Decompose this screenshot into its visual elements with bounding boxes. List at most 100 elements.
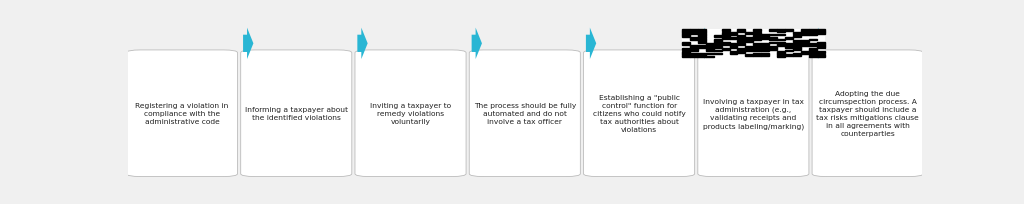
Bar <box>737 43 745 45</box>
Bar <box>769 29 777 31</box>
Text: Inviting a taxpayer to
remedy violations
voluntarily: Inviting a taxpayer to remedy violations… <box>370 103 452 125</box>
Bar <box>745 47 754 48</box>
Bar <box>754 48 761 50</box>
Bar <box>801 40 809 42</box>
Bar <box>682 48 690 50</box>
Bar <box>809 39 817 40</box>
Bar <box>809 34 817 35</box>
Bar <box>761 37 769 39</box>
Bar <box>761 35 769 37</box>
Bar <box>690 48 697 50</box>
Bar <box>690 50 697 51</box>
Bar <box>697 40 706 42</box>
Bar <box>793 35 801 37</box>
Bar <box>777 42 785 43</box>
Bar <box>754 37 761 39</box>
Bar <box>714 35 722 37</box>
Bar <box>801 31 809 32</box>
Bar <box>761 53 769 54</box>
Bar <box>817 47 824 48</box>
FancyBboxPatch shape <box>126 50 238 176</box>
FancyBboxPatch shape <box>697 50 809 176</box>
Bar <box>754 53 761 54</box>
Bar <box>714 43 722 45</box>
Bar <box>697 47 706 48</box>
Bar <box>809 45 817 47</box>
Bar <box>777 51 785 53</box>
Bar <box>682 34 690 35</box>
Bar <box>809 54 817 56</box>
Bar <box>817 51 824 53</box>
Bar <box>793 47 801 48</box>
Bar <box>817 45 824 47</box>
Bar <box>722 37 729 39</box>
Bar <box>809 50 817 51</box>
Bar <box>777 54 785 56</box>
Bar <box>722 34 729 35</box>
Bar <box>690 31 697 32</box>
Bar <box>706 50 714 51</box>
Text: Involving a taxpayer in tax
administration (e.g.,
validating receipts and
produc: Involving a taxpayer in tax administrati… <box>702 99 804 130</box>
Bar <box>769 37 777 39</box>
Bar <box>697 29 706 31</box>
Bar <box>817 43 824 45</box>
Bar <box>745 37 754 39</box>
Bar <box>697 42 706 43</box>
Bar <box>754 47 761 48</box>
Bar <box>682 32 690 34</box>
Polygon shape <box>586 28 596 59</box>
Bar <box>777 31 785 32</box>
Bar <box>809 29 817 31</box>
Bar <box>761 47 769 48</box>
Polygon shape <box>700 28 711 59</box>
FancyBboxPatch shape <box>469 50 581 176</box>
Bar <box>737 35 745 37</box>
Text: Informing a taxpayer about
the identified violations: Informing a taxpayer about the identifie… <box>245 107 348 121</box>
Bar <box>754 54 761 56</box>
Bar <box>785 29 793 31</box>
Bar <box>737 37 745 39</box>
Bar <box>801 45 809 47</box>
Text: Registering a violation in
compliance with the
administrative code: Registering a violation in compliance wi… <box>135 103 228 125</box>
Bar <box>793 45 801 47</box>
Bar <box>729 43 737 45</box>
Bar <box>722 29 729 31</box>
Bar <box>697 34 706 35</box>
Bar <box>754 50 761 51</box>
FancyBboxPatch shape <box>812 50 924 176</box>
Bar <box>697 39 706 40</box>
Bar <box>737 40 745 42</box>
Bar <box>714 50 722 51</box>
Bar <box>690 32 697 34</box>
Bar <box>801 34 809 35</box>
Bar <box>697 54 706 56</box>
Bar <box>809 48 817 50</box>
Bar <box>729 51 737 53</box>
Bar <box>682 42 690 43</box>
Bar <box>690 29 697 31</box>
Bar <box>761 43 769 45</box>
Bar <box>817 31 824 32</box>
Bar <box>729 34 737 35</box>
Bar <box>690 45 697 47</box>
Bar <box>697 37 706 39</box>
Bar <box>769 39 777 40</box>
Polygon shape <box>472 28 482 59</box>
Bar <box>817 32 824 34</box>
Bar <box>785 43 793 45</box>
Bar <box>729 37 737 39</box>
Bar <box>769 48 777 50</box>
Bar <box>769 47 777 48</box>
Bar <box>682 35 690 37</box>
Bar <box>682 29 824 58</box>
Bar <box>706 47 714 48</box>
Bar <box>682 56 690 58</box>
Bar <box>714 53 722 54</box>
Bar <box>737 48 745 50</box>
Bar <box>745 54 754 56</box>
Bar <box>690 39 697 40</box>
Bar <box>801 29 809 31</box>
FancyBboxPatch shape <box>584 50 694 176</box>
Bar <box>706 43 714 45</box>
Bar <box>754 32 761 34</box>
